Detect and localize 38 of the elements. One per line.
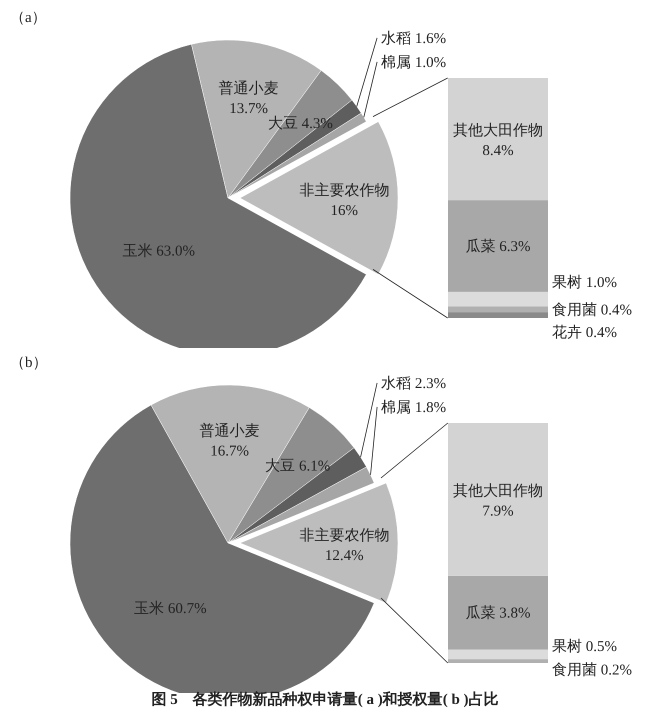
data-label: 7.9%	[482, 503, 514, 520]
text: 瓜菜 3.8%	[466, 606, 530, 622]
data-label: 12.4%	[324, 548, 364, 564]
slice-label: 玉米 63.0%	[122, 242, 196, 260]
bar	[448, 312, 548, 318]
slice-label: 非主要农作物	[299, 527, 390, 544]
data-label: 16%	[330, 203, 358, 219]
series-label: 其他大田作物	[453, 482, 543, 500]
bar	[448, 659, 548, 663]
bar	[448, 306, 548, 312]
chart-title: （a）	[10, 9, 47, 27]
text: 食用菌 0.4%	[552, 302, 632, 318]
data-label: 13.7%	[229, 100, 268, 117]
slice-label: 水稻 2.3%	[381, 374, 446, 392]
slice-label: 水稻 1.6%	[381, 30, 446, 47]
slice-label: 普通小麦	[218, 80, 279, 97]
data-label: 8.4%	[482, 143, 514, 160]
series-label: 其他大田作物	[453, 122, 543, 140]
text: 食用菌 0.2%	[552, 662, 632, 679]
slice-label: 大豆 6.1%	[265, 457, 330, 474]
bar	[448, 423, 548, 576]
slice-label: 普通小麦	[200, 422, 260, 440]
bar	[448, 576, 548, 650]
slice-label: 棉属 1.8%	[381, 398, 446, 416]
bar	[448, 200, 548, 292]
text: 果树 0.5%	[552, 638, 617, 655]
bar	[448, 292, 548, 306]
caption: 图 5 各类作物新品种权申请量( a )和授权量( b )占比	[150, 690, 500, 709]
text: 果树 1.0%	[552, 275, 617, 292]
text: 瓜菜 6.3%	[466, 239, 530, 255]
slice-label: 棉属 1.0%	[381, 54, 446, 71]
slice-label: 玉米 60.7%	[134, 600, 207, 618]
bar	[448, 649, 548, 660]
chart-title: （b）	[10, 354, 48, 372]
bar	[448, 78, 548, 200]
slice-label: 非主要农作物	[299, 182, 390, 199]
data-label: 16.7%	[210, 444, 250, 460]
text: 花卉 0.4%	[552, 325, 617, 342]
